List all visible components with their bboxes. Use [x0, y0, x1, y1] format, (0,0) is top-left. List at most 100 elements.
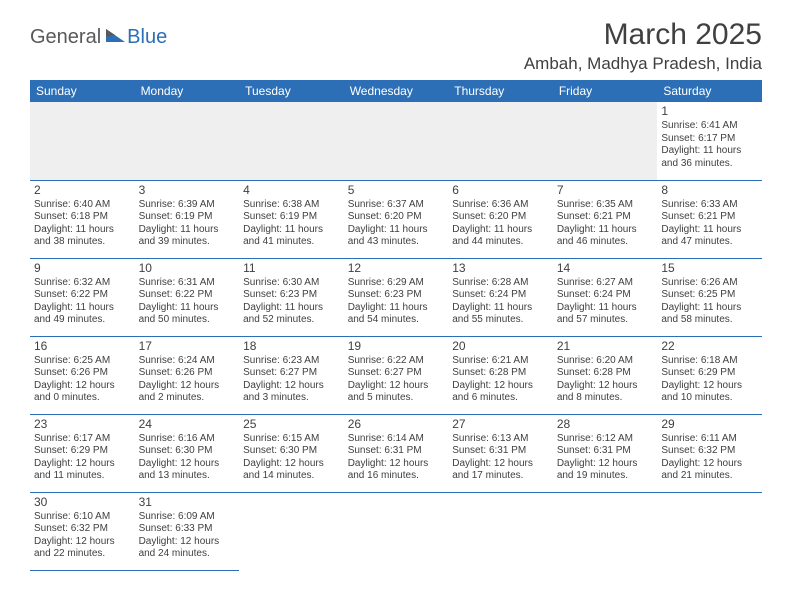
daylight-text: Daylight: 12 hours and 8 minutes.: [557, 380, 654, 405]
day-header: Friday: [553, 80, 658, 102]
sunset-text: Sunset: 6:28 PM: [557, 367, 654, 380]
sunset-text: Sunset: 6:26 PM: [34, 367, 131, 380]
daylight-text: Daylight: 11 hours and 47 minutes.: [661, 224, 758, 249]
sunrise-text: Sunrise: 6:12 AM: [557, 433, 654, 446]
day-number: 15: [661, 261, 758, 276]
month-title: March 2025: [524, 18, 762, 52]
calendar-cell: 6Sunrise: 6:36 AMSunset: 6:20 PMDaylight…: [448, 180, 553, 258]
sunset-text: Sunset: 6:28 PM: [452, 367, 549, 380]
sunrise-text: Sunrise: 6:28 AM: [452, 277, 549, 290]
sunset-text: Sunset: 6:21 PM: [557, 211, 654, 224]
daylight-text: Daylight: 12 hours and 16 minutes.: [348, 458, 445, 483]
calendar-cell: 8Sunrise: 6:33 AMSunset: 6:21 PMDaylight…: [657, 180, 762, 258]
calendar-cell: [239, 492, 344, 570]
logo: General Blue: [30, 26, 167, 49]
sunset-text: Sunset: 6:23 PM: [243, 289, 340, 302]
calendar-week-row: 23Sunrise: 6:17 AMSunset: 6:29 PMDayligh…: [30, 414, 762, 492]
sunset-text: Sunset: 6:27 PM: [243, 367, 340, 380]
day-number: 14: [557, 261, 654, 276]
daylight-text: Daylight: 11 hours and 46 minutes.: [557, 224, 654, 249]
daylight-text: Daylight: 11 hours and 54 minutes.: [348, 302, 445, 327]
daylight-text: Daylight: 12 hours and 17 minutes.: [452, 458, 549, 483]
sunrise-text: Sunrise: 6:30 AM: [243, 277, 340, 290]
daylight-text: Daylight: 12 hours and 11 minutes.: [34, 458, 131, 483]
sunrise-text: Sunrise: 6:14 AM: [348, 433, 445, 446]
sunrise-text: Sunrise: 6:41 AM: [661, 120, 758, 133]
daylight-text: Daylight: 12 hours and 14 minutes.: [243, 458, 340, 483]
calendar-cell: 9Sunrise: 6:32 AMSunset: 6:22 PMDaylight…: [30, 258, 135, 336]
sunrise-text: Sunrise: 6:31 AM: [139, 277, 236, 290]
day-number: 2: [34, 183, 131, 198]
daylight-text: Daylight: 11 hours and 57 minutes.: [557, 302, 654, 327]
day-number: 17: [139, 339, 236, 354]
sunset-text: Sunset: 6:31 PM: [557, 445, 654, 458]
sunrise-text: Sunrise: 6:17 AM: [34, 433, 131, 446]
sunset-text: Sunset: 6:26 PM: [139, 367, 236, 380]
sunrise-text: Sunrise: 6:13 AM: [452, 433, 549, 446]
sunset-text: Sunset: 6:33 PM: [139, 523, 236, 536]
sunset-text: Sunset: 6:22 PM: [139, 289, 236, 302]
day-number: 13: [452, 261, 549, 276]
calendar-cell: 15Sunrise: 6:26 AMSunset: 6:25 PMDayligh…: [657, 258, 762, 336]
daylight-text: Daylight: 12 hours and 21 minutes.: [661, 458, 758, 483]
calendar-cell: 22Sunrise: 6:18 AMSunset: 6:29 PMDayligh…: [657, 336, 762, 414]
day-header: Tuesday: [239, 80, 344, 102]
calendar-week-row: 30Sunrise: 6:10 AMSunset: 6:32 PMDayligh…: [30, 492, 762, 570]
calendar-cell: 23Sunrise: 6:17 AMSunset: 6:29 PMDayligh…: [30, 414, 135, 492]
sunset-text: Sunset: 6:21 PM: [661, 211, 758, 224]
calendar-cell: 20Sunrise: 6:21 AMSunset: 6:28 PMDayligh…: [448, 336, 553, 414]
calendar-cell: 16Sunrise: 6:25 AMSunset: 6:26 PMDayligh…: [30, 336, 135, 414]
calendar-cell: 30Sunrise: 6:10 AMSunset: 6:32 PMDayligh…: [30, 492, 135, 570]
calendar-cell: 28Sunrise: 6:12 AMSunset: 6:31 PMDayligh…: [553, 414, 658, 492]
sunset-text: Sunset: 6:20 PM: [348, 211, 445, 224]
calendar-cell: 1Sunrise: 6:41 AMSunset: 6:17 PMDaylight…: [657, 102, 762, 180]
calendar-cell: 25Sunrise: 6:15 AMSunset: 6:30 PMDayligh…: [239, 414, 344, 492]
calendar-table: Sunday Monday Tuesday Wednesday Thursday…: [30, 80, 762, 571]
sunrise-text: Sunrise: 6:16 AM: [139, 433, 236, 446]
calendar-cell: [30, 102, 135, 180]
calendar-cell: 29Sunrise: 6:11 AMSunset: 6:32 PMDayligh…: [657, 414, 762, 492]
sunset-text: Sunset: 6:24 PM: [557, 289, 654, 302]
day-number: 21: [557, 339, 654, 354]
day-number: 19: [348, 339, 445, 354]
day-number: 29: [661, 417, 758, 432]
day-number: 31: [139, 495, 236, 510]
sunset-text: Sunset: 6:20 PM: [452, 211, 549, 224]
title-block: March 2025 Ambah, Madhya Pradesh, India: [524, 18, 762, 74]
sunrise-text: Sunrise: 6:25 AM: [34, 355, 131, 368]
logo-text-general: General: [30, 26, 101, 49]
sunset-text: Sunset: 6:18 PM: [34, 211, 131, 224]
daylight-text: Daylight: 11 hours and 58 minutes.: [661, 302, 758, 327]
sunrise-text: Sunrise: 6:18 AM: [661, 355, 758, 368]
daylight-text: Daylight: 12 hours and 13 minutes.: [139, 458, 236, 483]
day-number: 6: [452, 183, 549, 198]
header-row: General Blue March 2025 Ambah, Madhya Pr…: [30, 18, 762, 74]
daylight-text: Daylight: 11 hours and 43 minutes.: [348, 224, 445, 249]
daylight-text: Daylight: 12 hours and 6 minutes.: [452, 380, 549, 405]
sunrise-text: Sunrise: 6:40 AM: [34, 199, 131, 212]
sunset-text: Sunset: 6:27 PM: [348, 367, 445, 380]
calendar-cell: 27Sunrise: 6:13 AMSunset: 6:31 PMDayligh…: [448, 414, 553, 492]
sunrise-text: Sunrise: 6:29 AM: [348, 277, 445, 290]
day-header: Thursday: [448, 80, 553, 102]
calendar-cell: [448, 102, 553, 180]
calendar-cell: 17Sunrise: 6:24 AMSunset: 6:26 PMDayligh…: [135, 336, 240, 414]
day-number: 8: [661, 183, 758, 198]
sunrise-text: Sunrise: 6:10 AM: [34, 511, 131, 524]
sunset-text: Sunset: 6:31 PM: [452, 445, 549, 458]
calendar-cell: 26Sunrise: 6:14 AMSunset: 6:31 PMDayligh…: [344, 414, 449, 492]
sunrise-text: Sunrise: 6:24 AM: [139, 355, 236, 368]
daylight-text: Daylight: 11 hours and 36 minutes.: [661, 145, 758, 170]
sunrise-text: Sunrise: 6:20 AM: [557, 355, 654, 368]
day-number: 23: [34, 417, 131, 432]
calendar-cell: 14Sunrise: 6:27 AMSunset: 6:24 PMDayligh…: [553, 258, 658, 336]
day-number: 10: [139, 261, 236, 276]
calendar-cell: [553, 102, 658, 180]
sunrise-text: Sunrise: 6:22 AM: [348, 355, 445, 368]
daylight-text: Daylight: 11 hours and 50 minutes.: [139, 302, 236, 327]
sunset-text: Sunset: 6:31 PM: [348, 445, 445, 458]
day-number: 22: [661, 339, 758, 354]
sunset-text: Sunset: 6:17 PM: [661, 133, 758, 146]
day-number: 5: [348, 183, 445, 198]
daylight-text: Daylight: 12 hours and 5 minutes.: [348, 380, 445, 405]
